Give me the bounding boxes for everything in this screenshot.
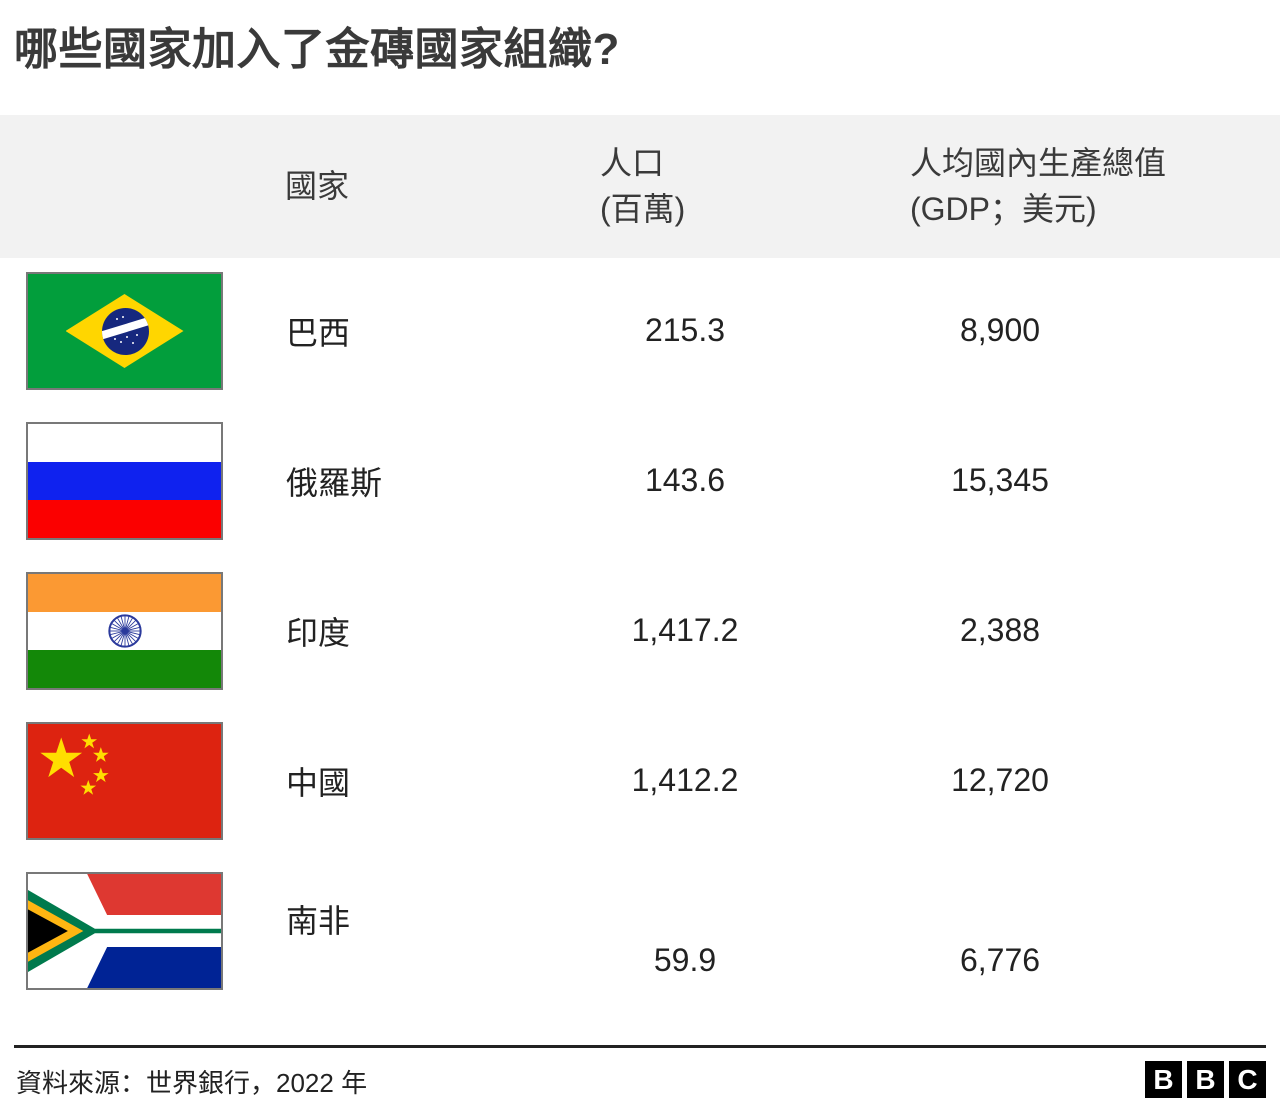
population-value: 1,417.2	[631, 612, 739, 648]
gdp-value: 6,776	[959, 942, 1041, 978]
column-header-country: 國家	[285, 168, 350, 204]
gdp-value: 15,345	[951, 462, 1049, 498]
column-header-gdp-main: 人均國內生產總值	[910, 145, 1167, 181]
gdp-value: 8,900	[959, 312, 1041, 348]
population-value: 1,412.2	[631, 762, 739, 798]
column-header-population-main: 人口	[600, 145, 665, 181]
table-row: 巴西 215.3 8,900	[0, 258, 1280, 408]
country-label: 中國	[286, 765, 351, 801]
country-label: 俄羅斯	[286, 465, 383, 501]
country-label: 南非	[286, 903, 351, 939]
table-body: 巴西 215.3 8,900 俄羅斯 143.6 15,345	[0, 258, 1280, 1008]
ashoka-chakra-icon	[107, 614, 142, 648]
bbc-logo: B B C	[1145, 1061, 1266, 1098]
page-title: 哪些國家加入了金磚國家組織?	[14, 25, 620, 74]
population-value: 215.3	[644, 312, 726, 348]
table-header-band	[0, 115, 1280, 258]
south-africa-flag-art	[28, 874, 221, 988]
russia-flag	[26, 422, 223, 540]
bbc-logo-b1: B	[1145, 1061, 1182, 1098]
bbc-logo-b2: B	[1187, 1061, 1224, 1098]
column-header-gdp-unit: (GDP；美元)	[910, 191, 1097, 227]
table-row: 俄羅斯 143.6 15,345	[0, 408, 1280, 558]
brazil-flag	[26, 272, 223, 390]
column-header-population: 人口 (百萬)	[600, 140, 685, 232]
gdp-value: 2,388	[959, 612, 1041, 648]
india-flag	[26, 572, 223, 690]
china-flag	[26, 722, 223, 840]
population-value: 143.6	[644, 462, 726, 498]
bbc-logo-c: C	[1229, 1061, 1266, 1098]
table-row: 南非 59.9 6,776	[0, 858, 1280, 1008]
table-row: 印度 1,417.2 2,388	[0, 558, 1280, 708]
table-row: 中國 1,412.2 12,720	[0, 708, 1280, 858]
population-value: 59.9	[653, 942, 717, 978]
column-header-gdp: 人均國內生產總值 (GDP；美元)	[910, 140, 1166, 232]
gdp-value: 12,720	[951, 762, 1049, 798]
column-header-population-unit: (百萬)	[600, 191, 686, 227]
china-stars-icon	[40, 733, 109, 795]
footer-divider	[14, 1045, 1266, 1048]
source-note: 資料來源：世界銀行，2022 年	[16, 1068, 368, 1098]
south-africa-flag	[26, 872, 223, 990]
country-label: 巴西	[286, 315, 351, 351]
country-label: 印度	[286, 615, 351, 651]
